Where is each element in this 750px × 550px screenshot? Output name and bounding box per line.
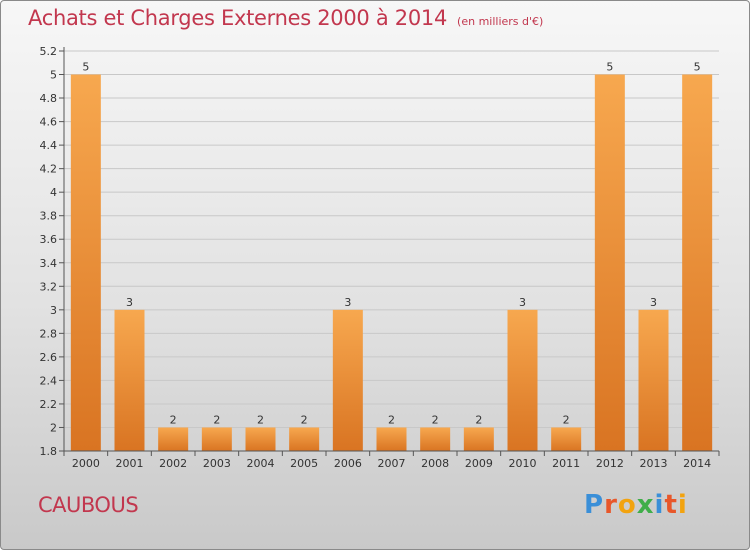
data-label: 2 bbox=[257, 413, 264, 426]
data-label: 5 bbox=[82, 61, 89, 74]
y-tick-label: 3.6 bbox=[40, 233, 58, 246]
bar bbox=[201, 427, 232, 451]
title-row: Achats et Charges Externes 2000 à 2014 (e… bbox=[28, 6, 543, 30]
brand-letter: t bbox=[664, 490, 678, 520]
x-tick-label: 2011 bbox=[552, 457, 580, 470]
brand-letter: P bbox=[584, 490, 605, 520]
x-tick-label: 2014 bbox=[683, 457, 711, 470]
data-label: 2 bbox=[475, 413, 482, 426]
x-tick-label: 2009 bbox=[465, 457, 493, 470]
bar bbox=[638, 309, 669, 451]
bar bbox=[332, 309, 363, 451]
bar bbox=[682, 74, 713, 451]
brand-letter: i bbox=[654, 490, 665, 520]
bar bbox=[420, 427, 451, 451]
y-tick-label: 3 bbox=[50, 304, 57, 317]
y-tick-label: 2.2 bbox=[40, 398, 58, 411]
bar bbox=[114, 309, 145, 451]
data-label: 5 bbox=[694, 61, 701, 74]
y-tick-label: 4 bbox=[50, 186, 57, 199]
x-tick-label: 2004 bbox=[247, 457, 275, 470]
x-tick-label: 2006 bbox=[334, 457, 362, 470]
y-tick-label: 2.6 bbox=[40, 351, 58, 364]
data-label: 3 bbox=[650, 296, 657, 309]
x-tick-label: 2002 bbox=[159, 457, 187, 470]
bar bbox=[463, 427, 494, 451]
axes-group: 1.8 2 2.2 2.4 2.6 2.8 3 3.2 3.4 3.6 3.8 4 4.2 4.4 4.6 4… bbox=[40, 45, 720, 470]
bar bbox=[376, 427, 407, 451]
y-tick-label: 4.6 bbox=[40, 116, 58, 129]
data-label: 2 bbox=[388, 413, 395, 426]
data-label: 3 bbox=[126, 296, 133, 309]
y-tick-label: 3.2 bbox=[40, 280, 58, 293]
y-tick-label: 3.8 bbox=[40, 210, 58, 223]
data-label: 2 bbox=[563, 413, 570, 426]
bar bbox=[507, 309, 538, 451]
y-tick-label: 4.2 bbox=[40, 163, 58, 176]
bar bbox=[289, 427, 320, 451]
y-tick-label: 3.4 bbox=[40, 257, 58, 270]
brand-logo: Proxiti bbox=[584, 490, 688, 520]
bar bbox=[594, 74, 625, 451]
commune-name: CAUBOUS bbox=[38, 493, 139, 517]
y-tick-label: 2.4 bbox=[40, 374, 58, 387]
bars-group: 5 3 2 2 2 2 3 2 2 2 3 2 5 3 5 bbox=[70, 61, 713, 451]
y-tick-label: 5.2 bbox=[40, 45, 58, 58]
data-label: 5 bbox=[606, 61, 613, 74]
data-label: 3 bbox=[344, 296, 351, 309]
y-tick-label: 2 bbox=[50, 421, 57, 434]
brand-letter: x bbox=[636, 490, 655, 520]
data-label: 2 bbox=[432, 413, 439, 426]
x-tick-label: 2005 bbox=[290, 457, 318, 470]
brand-letter: i bbox=[677, 490, 688, 520]
chart-subtitle: (en milliers d'€) bbox=[457, 15, 544, 28]
x-tick-label: 2000 bbox=[72, 457, 100, 470]
data-label: 2 bbox=[170, 413, 177, 426]
y-tick-label: 2.8 bbox=[40, 327, 58, 340]
bar bbox=[70, 74, 101, 451]
x-tick-label: 2003 bbox=[203, 457, 231, 470]
bar bbox=[245, 427, 276, 451]
x-tick-label: 2013 bbox=[640, 457, 668, 470]
x-tick-label: 2012 bbox=[596, 457, 624, 470]
x-tick-label: 2001 bbox=[116, 457, 144, 470]
y-tick-label: 4.4 bbox=[40, 139, 58, 152]
bar bbox=[551, 427, 582, 451]
y-tick-label: 4.8 bbox=[40, 92, 58, 105]
bar bbox=[158, 427, 189, 451]
x-tick-label: 2010 bbox=[509, 457, 537, 470]
data-label: 2 bbox=[213, 413, 220, 426]
x-tick-label: 2007 bbox=[378, 457, 406, 470]
data-label: 2 bbox=[301, 413, 308, 426]
chart-title: Achats et Charges Externes 2000 à 2014 bbox=[28, 6, 448, 30]
y-tick-label: 5 bbox=[50, 69, 57, 82]
y-tick-label: 1.8 bbox=[40, 445, 58, 458]
brand-letter: r bbox=[604, 490, 618, 520]
brand-letter: o bbox=[617, 490, 637, 520]
x-tick-label: 2008 bbox=[421, 457, 449, 470]
data-label: 3 bbox=[519, 296, 526, 309]
